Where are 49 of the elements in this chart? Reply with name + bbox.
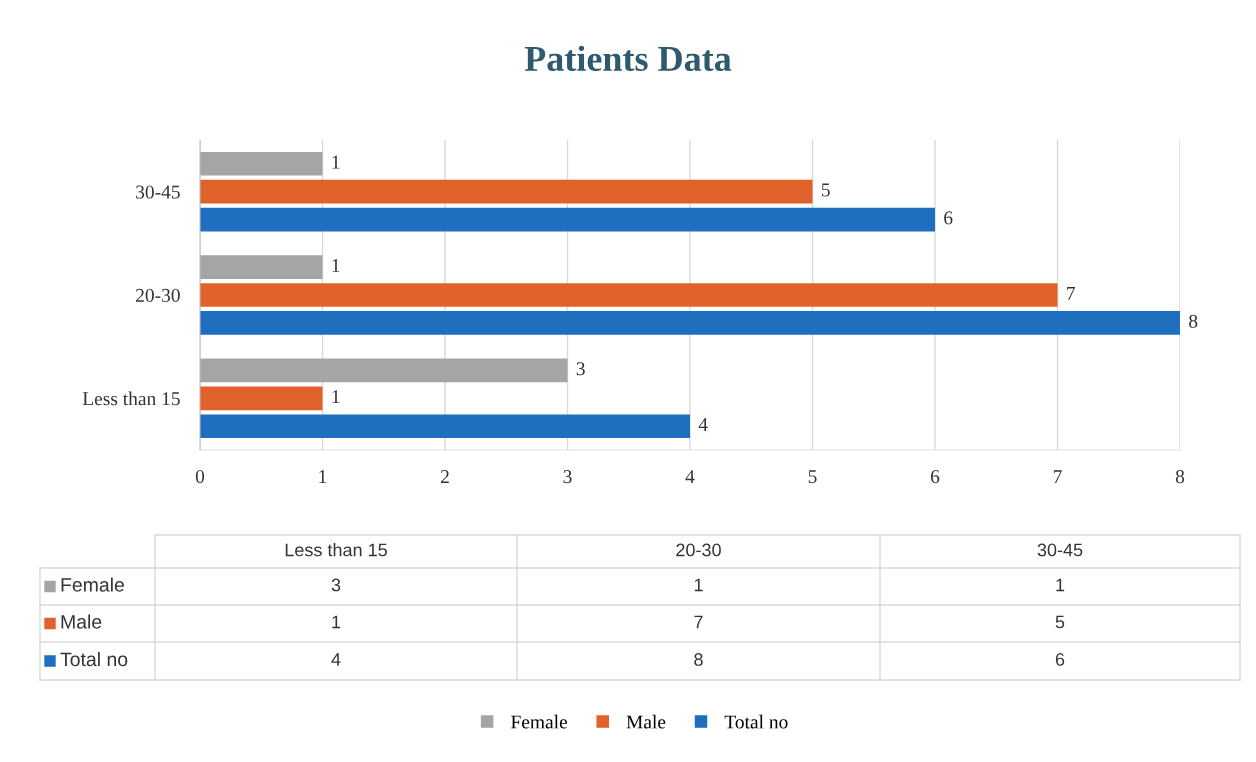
x-tick-label: 5: [808, 470, 817, 484]
x-tick-label: 2: [440, 470, 449, 483]
x-tick-label: 6: [930, 470, 940, 484]
bar: [200, 311, 1180, 335]
x-tick-label: 4: [685, 470, 695, 483]
data-label: 5: [821, 183, 830, 197]
data-label: 1: [332, 258, 340, 272]
data-label: 1: [1056, 578, 1065, 592]
legend-label: Male: [61, 614, 102, 629]
bar: [200, 414, 690, 439]
x-tick-label: 0: [195, 470, 205, 484]
data-label: 6: [1055, 653, 1065, 666]
data-label: 5: [1055, 615, 1065, 629]
bar: [200, 386, 323, 411]
x-tick-label: 7: [1053, 470, 1062, 483]
legend-label: Total no: [60, 651, 128, 667]
bar: [200, 283, 1058, 307]
data-label: 1: [332, 390, 340, 404]
x-tick-label: 1: [319, 470, 327, 483]
data-label: 8: [694, 653, 703, 666]
legend-label: Female: [61, 577, 124, 592]
bar: [200, 255, 323, 279]
data-label: 6: [944, 211, 953, 225]
y-tick-label: 30-45: [136, 185, 180, 199]
x-tick-label: 3: [563, 470, 572, 484]
category-label: 30-45: [1037, 543, 1083, 557]
bar: [200, 207, 935, 232]
data-label: 7: [694, 615, 703, 629]
bar: [200, 179, 813, 204]
y-tick-label: Less than 15: [82, 391, 180, 406]
bar: [200, 151, 323, 176]
data-label: 1: [332, 155, 340, 169]
data-label: 3: [331, 578, 341, 592]
data-label: 1: [694, 578, 703, 592]
legend-label: Female: [511, 714, 568, 729]
category-label: 20-30: [676, 543, 721, 557]
data-label: 4: [698, 418, 708, 431]
data-label: 7: [1067, 286, 1075, 300]
category-label: Less than 15: [285, 543, 387, 557]
x-tick-label: 8: [1175, 470, 1185, 484]
bar: [200, 358, 568, 383]
data-label: 1: [332, 615, 341, 629]
data-label: 4: [331, 653, 341, 666]
legend-label: Total no: [724, 714, 788, 729]
data-label: 8: [1189, 314, 1198, 328]
legend-label: Male: [626, 714, 666, 729]
y-tick-label: 20-30: [136, 288, 180, 302]
data-label: 3: [576, 362, 585, 376]
chart-title: Patients Data: [524, 45, 732, 72]
